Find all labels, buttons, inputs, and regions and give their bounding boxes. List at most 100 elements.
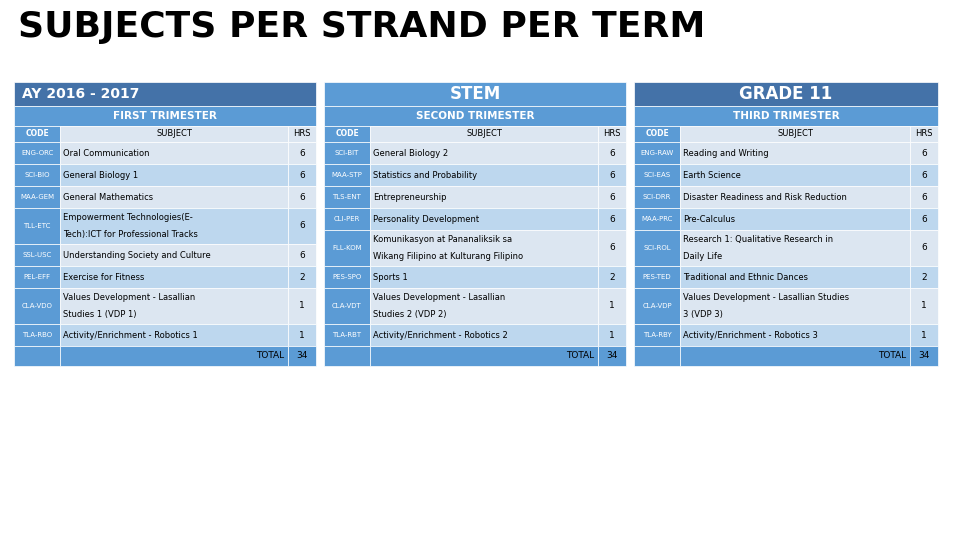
Text: Values Development - Lasallian: Values Development - Lasallian xyxy=(63,293,195,302)
Bar xyxy=(14,266,60,288)
Text: 34: 34 xyxy=(919,352,929,361)
Bar xyxy=(60,346,288,366)
Text: 2: 2 xyxy=(300,273,305,281)
Bar xyxy=(14,82,316,106)
Bar xyxy=(324,266,370,288)
Text: SCI-DRR: SCI-DRR xyxy=(643,194,671,200)
Bar xyxy=(288,266,316,288)
Text: SUBJECT: SUBJECT xyxy=(466,130,502,138)
Bar xyxy=(680,346,910,366)
Bar xyxy=(634,288,680,324)
Text: 6: 6 xyxy=(922,192,926,201)
Bar xyxy=(634,208,680,230)
Bar xyxy=(370,208,598,230)
Text: ENG-RAW: ENG-RAW xyxy=(640,150,674,156)
Text: Wikang Filipino at Kulturang Filipino: Wikang Filipino at Kulturang Filipino xyxy=(373,252,523,261)
Text: TOTAL: TOTAL xyxy=(565,352,594,361)
Text: Understanding Society and Culture: Understanding Society and Culture xyxy=(63,251,211,260)
Bar xyxy=(680,164,910,186)
Text: Activity/Enrichment - Robotics 2: Activity/Enrichment - Robotics 2 xyxy=(373,330,508,340)
Bar xyxy=(14,106,316,126)
Text: TLA-RBT: TLA-RBT xyxy=(332,332,362,338)
Text: Activity/Enrichment - Robotics 1: Activity/Enrichment - Robotics 1 xyxy=(63,330,198,340)
Bar xyxy=(370,230,598,266)
Bar xyxy=(288,208,316,244)
Bar xyxy=(324,164,370,186)
Bar xyxy=(370,164,598,186)
Bar xyxy=(324,142,370,164)
Text: MAA-PRC: MAA-PRC xyxy=(641,216,673,222)
Bar xyxy=(60,324,288,346)
Bar xyxy=(60,288,288,324)
Text: Studies 1 (VDP 1): Studies 1 (VDP 1) xyxy=(63,310,136,319)
Text: 6: 6 xyxy=(300,221,305,231)
Bar xyxy=(60,126,288,142)
Text: Personality Development: Personality Development xyxy=(373,214,479,224)
Text: HRS: HRS xyxy=(293,130,311,138)
Text: 1: 1 xyxy=(610,330,614,340)
Text: TLA-RBY: TLA-RBY xyxy=(642,332,671,338)
Text: HRS: HRS xyxy=(915,130,933,138)
Bar xyxy=(60,208,288,244)
Bar xyxy=(680,126,910,142)
Bar xyxy=(370,324,598,346)
Text: HRS: HRS xyxy=(603,130,621,138)
Bar xyxy=(14,164,60,186)
Text: SECOND TRIMESTER: SECOND TRIMESTER xyxy=(416,111,535,121)
Text: Activity/Enrichment - Robotics 3: Activity/Enrichment - Robotics 3 xyxy=(683,330,818,340)
Text: MAA-STP: MAA-STP xyxy=(331,172,363,178)
Bar xyxy=(324,126,370,142)
Bar xyxy=(910,164,938,186)
Bar xyxy=(370,266,598,288)
Bar xyxy=(680,324,910,346)
Bar xyxy=(910,208,938,230)
Text: 6: 6 xyxy=(922,171,926,179)
Bar xyxy=(598,346,626,366)
Text: 34: 34 xyxy=(607,352,617,361)
Bar xyxy=(634,324,680,346)
Bar xyxy=(598,288,626,324)
Bar xyxy=(324,230,370,266)
Bar xyxy=(14,288,60,324)
Bar xyxy=(370,186,598,208)
Text: ENG-ORC: ENG-ORC xyxy=(21,150,53,156)
Bar xyxy=(324,208,370,230)
Text: TLS-ENT: TLS-ENT xyxy=(332,194,361,200)
Bar xyxy=(634,142,680,164)
Text: 6: 6 xyxy=(610,171,614,179)
Bar xyxy=(370,346,598,366)
Bar xyxy=(910,266,938,288)
Text: CLA-VDT: CLA-VDT xyxy=(332,303,362,309)
Text: 6: 6 xyxy=(922,244,926,253)
Text: 2: 2 xyxy=(610,273,614,281)
Text: Daily Life: Daily Life xyxy=(683,252,722,261)
Text: 6: 6 xyxy=(922,148,926,158)
Bar xyxy=(324,82,626,106)
Bar xyxy=(324,346,370,366)
Text: PES-TED: PES-TED xyxy=(642,274,671,280)
Text: 1: 1 xyxy=(922,330,926,340)
Bar xyxy=(60,142,288,164)
Text: 3 (VDP 3): 3 (VDP 3) xyxy=(683,310,723,319)
Bar xyxy=(680,208,910,230)
Text: CLA-VDP: CLA-VDP xyxy=(642,303,672,309)
Bar xyxy=(910,142,938,164)
Text: TOTAL: TOTAL xyxy=(256,352,284,361)
Bar xyxy=(680,142,910,164)
Bar xyxy=(14,244,60,266)
Text: Reading and Writing: Reading and Writing xyxy=(683,148,769,158)
Text: PEL-EFF: PEL-EFF xyxy=(23,274,51,280)
Text: 6: 6 xyxy=(300,192,305,201)
Text: Entrepreneurship: Entrepreneurship xyxy=(373,192,446,201)
Text: Traditional and Ethnic Dances: Traditional and Ethnic Dances xyxy=(683,273,808,281)
Bar xyxy=(910,346,938,366)
Text: Disaster Readiness and Risk Reduction: Disaster Readiness and Risk Reduction xyxy=(683,192,847,201)
Bar xyxy=(598,266,626,288)
Text: SUBJECT: SUBJECT xyxy=(156,130,192,138)
Bar xyxy=(680,230,910,266)
Text: 6: 6 xyxy=(300,148,305,158)
Text: 6: 6 xyxy=(300,171,305,179)
Bar xyxy=(14,324,60,346)
Bar xyxy=(324,324,370,346)
Bar xyxy=(634,266,680,288)
